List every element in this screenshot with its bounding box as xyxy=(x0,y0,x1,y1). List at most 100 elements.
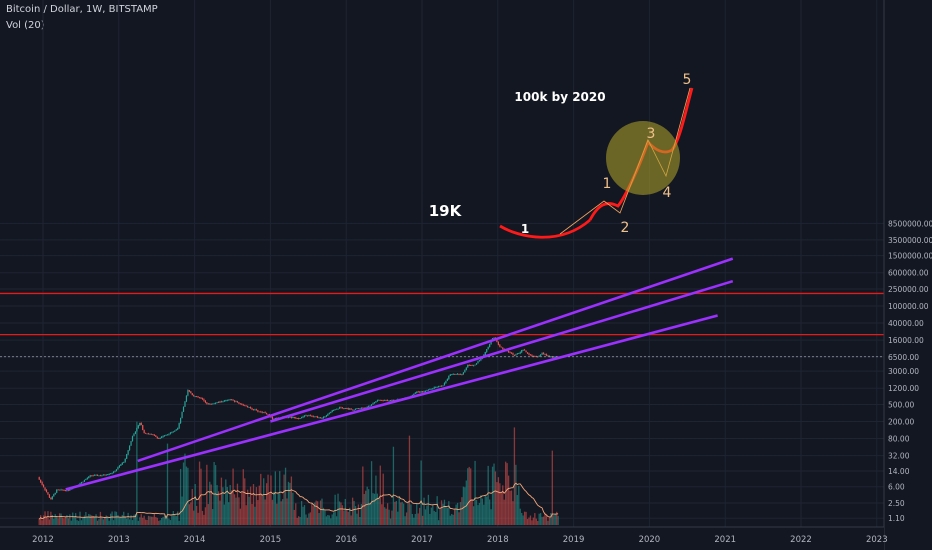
volume-bar xyxy=(241,492,243,525)
y-tick-label: 32.00 xyxy=(888,452,910,461)
candle-body xyxy=(378,399,380,401)
candle-body xyxy=(541,352,543,355)
chart-title: Bitcoin / Dollar, 1W, BITSTAMP xyxy=(6,4,158,15)
volume-bar xyxy=(426,505,428,525)
volume-bar xyxy=(386,503,389,525)
candle-body xyxy=(254,409,256,411)
candle-body xyxy=(94,475,96,476)
x-axis[interactable]: 2012 2013 2014 2015 2016 2017 2018 2019 2020 2021… xyxy=(0,526,888,550)
volume-bar xyxy=(48,519,51,525)
volume-bar xyxy=(408,435,411,525)
volume-bar xyxy=(178,520,180,525)
volume-bar xyxy=(503,499,505,525)
volume-bar xyxy=(242,469,244,525)
volume-bar xyxy=(516,495,518,525)
candle-body xyxy=(497,342,499,345)
candle-body xyxy=(341,407,344,409)
volume-bar xyxy=(115,511,118,525)
candle-body xyxy=(172,431,174,433)
candle-body xyxy=(352,409,354,411)
volume-bar xyxy=(38,518,40,525)
volume-bar xyxy=(64,516,67,525)
volume-bar xyxy=(152,516,154,525)
x-tick-label: 2018 xyxy=(487,535,509,545)
candle-body xyxy=(436,386,438,388)
channel-line xyxy=(137,257,734,463)
candle-body xyxy=(266,413,268,415)
volume-bar xyxy=(92,515,94,525)
volume-bar xyxy=(136,421,138,525)
candle-body xyxy=(427,389,430,391)
candle-body xyxy=(544,354,546,356)
volume-indicator-label[interactable]: Vol (20) xyxy=(6,20,45,31)
volume-bar xyxy=(357,504,360,525)
candle-body xyxy=(443,383,446,386)
candle-body xyxy=(519,352,521,354)
candle-body xyxy=(325,415,327,417)
candle-body xyxy=(42,484,45,488)
volume-bar xyxy=(502,485,504,525)
volume-bar xyxy=(212,509,214,525)
candle-body xyxy=(507,351,510,353)
volume-bar xyxy=(40,515,42,525)
volume-bar xyxy=(321,498,323,525)
x-tick-label: 2021 xyxy=(714,535,736,545)
volume-bar xyxy=(287,481,290,525)
x-tick-label: 2015 xyxy=(260,535,282,545)
candle-body xyxy=(44,487,46,490)
candle-body xyxy=(251,408,253,410)
volume-bar xyxy=(486,496,488,525)
volume-bar xyxy=(264,499,266,525)
candle-body xyxy=(193,395,195,397)
candle-body xyxy=(212,403,214,405)
volume-bar xyxy=(462,486,465,525)
candle-body xyxy=(245,405,247,407)
candle-body xyxy=(502,347,504,349)
volume-bar xyxy=(534,513,536,525)
volume-bar xyxy=(53,518,55,525)
volume-bar xyxy=(197,512,199,525)
volume-bar xyxy=(373,493,376,525)
volume-bar xyxy=(107,517,109,525)
candle-body xyxy=(79,483,81,485)
candle-body xyxy=(111,473,113,474)
candle-body xyxy=(296,418,298,419)
volume-bar xyxy=(50,511,52,525)
volume-bar xyxy=(456,502,459,525)
volume-bar xyxy=(276,503,278,525)
volume-bar xyxy=(96,520,99,525)
candle-body xyxy=(467,364,469,368)
volume-bar xyxy=(108,520,110,525)
volume-bar xyxy=(363,494,365,525)
candle-body xyxy=(238,402,240,404)
candle-body xyxy=(239,403,241,405)
candle-body xyxy=(127,450,129,455)
volume-bar xyxy=(402,503,405,525)
y-tick-label: 1500000.00 xyxy=(888,252,932,261)
volume-bar xyxy=(123,511,125,525)
volume-bar xyxy=(162,516,164,525)
volume-bar xyxy=(165,516,167,525)
candle-body xyxy=(349,408,351,410)
candle-body xyxy=(219,401,221,403)
candle-body xyxy=(547,355,549,357)
candle-body xyxy=(338,407,341,409)
candle-body xyxy=(312,416,314,417)
candle-body xyxy=(242,404,244,406)
candle-body xyxy=(392,399,395,401)
y-axis[interactable]: 8500000.00 3500000.00 1500000.00 600000.00 2… xyxy=(883,0,932,550)
volume-bar xyxy=(248,496,250,525)
volume-bar xyxy=(88,513,90,525)
volume-bar xyxy=(130,515,132,525)
volume-bar xyxy=(112,520,115,525)
candle-body xyxy=(252,409,255,411)
volume-bar xyxy=(267,474,269,525)
volume-bar xyxy=(258,485,260,525)
candle-body xyxy=(197,396,199,398)
candle-body xyxy=(375,401,377,403)
volume-bar xyxy=(226,486,228,525)
x-tick-label: 2013 xyxy=(108,535,130,545)
x-axis-panel xyxy=(0,527,884,550)
volume-bar xyxy=(528,517,530,525)
